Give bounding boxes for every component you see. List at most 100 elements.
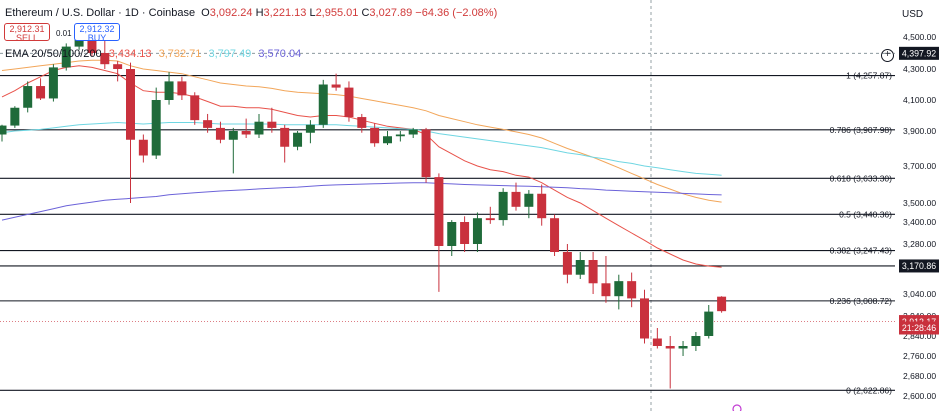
fib-label: 0.236 (3,008.72): [830, 296, 893, 306]
ohlc-values: O3,092.24 H3,221.13 L2,955.01 C3,027.89 …: [201, 7, 497, 19]
axis-tick-label: 3,280.00: [903, 239, 936, 249]
candle-body: [87, 30, 97, 53]
candle-body: [48, 67, 58, 99]
sell-price: 2,912.31: [9, 24, 45, 34]
candle-body: [472, 218, 482, 244]
currency-label[interactable]: USD: [902, 9, 924, 20]
candle-body: [447, 222, 457, 246]
axis-tick-label: 4,500.00: [903, 32, 936, 42]
ema50-value: 3,732.71: [158, 48, 202, 60]
buy-label: BUY: [87, 33, 107, 43]
candles-layer: [0, 27, 742, 411]
ema-legend[interactable]: EMA 20/50/100/200 3,434.13 3,732.71 3,79…: [5, 48, 305, 60]
axis-tick-label: 2,760.00: [903, 351, 936, 361]
event-marker-icon: [732, 404, 742, 411]
price-tag-bg: [899, 259, 939, 273]
candle-body: [293, 132, 303, 147]
buy-price: 2,912.32: [79, 24, 115, 34]
candle-body: [421, 129, 431, 178]
candle-body: [588, 260, 598, 284]
fibonacci-levels: 1 (4,257.87) 0.786 (3,907.98) 0.618 (3,633…: [0, 71, 895, 395]
candle-body: [704, 311, 714, 336]
candle-body: [0, 125, 7, 135]
ema-lines: [1, 59, 722, 268]
axis-tick-label: 3,400.00: [903, 217, 936, 227]
candle-body: [151, 100, 161, 156]
candle-body: [395, 134, 405, 137]
candle-body: [344, 87, 354, 118]
candle-body: [370, 127, 380, 144]
grid-layer: [0, 0, 895, 411]
candle-body: [511, 191, 521, 207]
candle-body: [575, 260, 585, 275]
fib-label: 0.786 (3,907.98): [830, 125, 893, 135]
candle-body: [241, 131, 251, 135]
candle-body: [113, 64, 123, 69]
candle-body: [215, 127, 225, 140]
ohlc-key: O: [201, 7, 210, 19]
price-tags: 4,397.923,170.862,912.1721:28:46: [899, 46, 939, 335]
candle-body: [652, 338, 662, 346]
candle-body: [190, 95, 200, 121]
candle-body: [498, 191, 508, 221]
candle-body: [678, 346, 688, 349]
ema100-value: 3,797.49: [208, 48, 252, 60]
axis-tick-label: 3,040.00: [903, 289, 936, 299]
axis-tick-label: 3,700.00: [903, 161, 936, 171]
candle-body: [100, 53, 110, 65]
price-axis: 4,500.00 4,300.00 4,100.00 3,900.00 3,700.00…: [903, 32, 936, 401]
price-tag-label: 4,397.92: [902, 49, 936, 59]
fib-label: 0.5 (3,440.36): [839, 209, 892, 219]
ohlc-key: C: [361, 7, 370, 19]
candle-body: [357, 117, 367, 128]
price-tag-bg: [899, 46, 939, 60]
candle-body: [177, 81, 187, 96]
add-alert-icon[interactable]: +: [881, 49, 894, 62]
candle-body: [640, 298, 649, 339]
candle-body: [524, 193, 534, 207]
ema-label: EMA 20/50/100/200: [5, 48, 102, 60]
candle-body: [383, 136, 392, 144]
axis-tick-label: 3,500.00: [903, 198, 936, 208]
ema200-value: 3,570.04: [258, 48, 302, 60]
axis-tick-label: 4,100.00: [903, 95, 936, 105]
candle-body: [254, 121, 264, 135]
candle-body: [280, 127, 290, 147]
ema50-line: [1, 59, 722, 203]
candle-body: [485, 218, 495, 221]
sell-button[interactable]: 2,912.31 SELL: [4, 23, 50, 43]
ohlc-key: H: [255, 7, 264, 19]
candle-body: [717, 296, 727, 312]
ema20-value: 3,434.13: [108, 48, 152, 60]
ema20-line: [1, 65, 722, 268]
price-tag-label: 3,170.86: [902, 261, 936, 271]
candle-body: [460, 222, 470, 244]
change-value: −64.36 (−2.08%): [415, 7, 498, 19]
fib-label: 0 (2,622.86): [846, 385, 892, 395]
ohlc-key: L: [309, 7, 316, 19]
buy-button[interactable]: 2,912.32 BUY: [74, 23, 120, 43]
candle-body: [61, 46, 71, 68]
candle-body: [562, 252, 572, 275]
candle-body: [228, 131, 238, 140]
sell-label: SELL: [15, 33, 39, 43]
candle-body: [305, 124, 315, 133]
candle-body: [537, 193, 547, 219]
candle-body: [601, 283, 611, 297]
axis-tick-label: 2,600.00: [903, 391, 936, 401]
price-tag-bg: [899, 321, 939, 335]
candle-body: [550, 218, 560, 252]
candle-body: [614, 281, 624, 297]
fib-label: 0.618 (3,633.30): [830, 173, 893, 183]
chart-legend: Ethereum / U.S. Dollar · 1D · Coinbase O…: [5, 7, 497, 19]
axis-tick-label: 2,680.00: [903, 371, 936, 381]
ohlc-value: 3,027.89: [369, 7, 413, 19]
ohlc-value: 2,955.01: [315, 7, 359, 19]
symbol-title[interactable]: Ethereum / U.S. Dollar · 1D · Coinbase: [5, 7, 196, 19]
axis-tick-label: 2,840.00: [903, 331, 936, 341]
candle-body: [164, 81, 174, 100]
candle-body: [36, 86, 46, 99]
fib-label: 0.382 (3,247.43): [830, 246, 893, 256]
candle-body: [23, 86, 33, 108]
